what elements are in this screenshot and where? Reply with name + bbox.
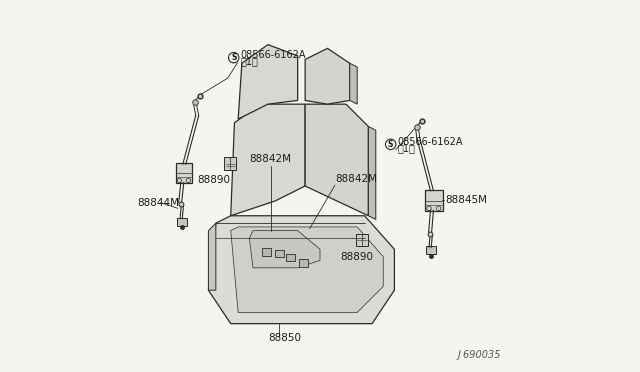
Polygon shape bbox=[231, 227, 383, 312]
Polygon shape bbox=[231, 104, 305, 216]
Polygon shape bbox=[209, 216, 394, 324]
Text: 88850: 88850 bbox=[269, 333, 301, 343]
Bar bbox=[286, 254, 294, 261]
Polygon shape bbox=[305, 104, 369, 216]
Text: 88845M: 88845M bbox=[445, 195, 488, 205]
Text: 88842M: 88842M bbox=[250, 154, 291, 164]
Text: S: S bbox=[231, 53, 236, 62]
Text: 08566-6162A: 08566-6162A bbox=[397, 137, 463, 147]
Polygon shape bbox=[349, 63, 357, 104]
Bar bbox=[275, 250, 284, 257]
Polygon shape bbox=[305, 48, 349, 104]
Text: J 690035: J 690035 bbox=[458, 350, 502, 360]
Text: （1）: （1） bbox=[397, 144, 415, 153]
Text: 88890: 88890 bbox=[198, 175, 230, 185]
FancyBboxPatch shape bbox=[175, 163, 192, 183]
Text: S: S bbox=[388, 140, 394, 149]
Text: （1）: （1） bbox=[241, 57, 259, 66]
FancyBboxPatch shape bbox=[225, 157, 236, 170]
Text: 88842M: 88842M bbox=[335, 174, 377, 184]
FancyBboxPatch shape bbox=[356, 234, 367, 246]
Text: 08566-6162A: 08566-6162A bbox=[241, 50, 306, 60]
Polygon shape bbox=[369, 126, 376, 219]
Polygon shape bbox=[209, 223, 216, 290]
Text: 88890: 88890 bbox=[340, 252, 374, 262]
FancyBboxPatch shape bbox=[426, 246, 436, 254]
FancyBboxPatch shape bbox=[177, 218, 187, 226]
FancyBboxPatch shape bbox=[425, 190, 443, 211]
Polygon shape bbox=[238, 45, 298, 119]
Bar bbox=[299, 259, 308, 267]
Bar bbox=[262, 248, 271, 256]
Text: 88844M: 88844M bbox=[137, 198, 179, 208]
Polygon shape bbox=[250, 231, 320, 268]
